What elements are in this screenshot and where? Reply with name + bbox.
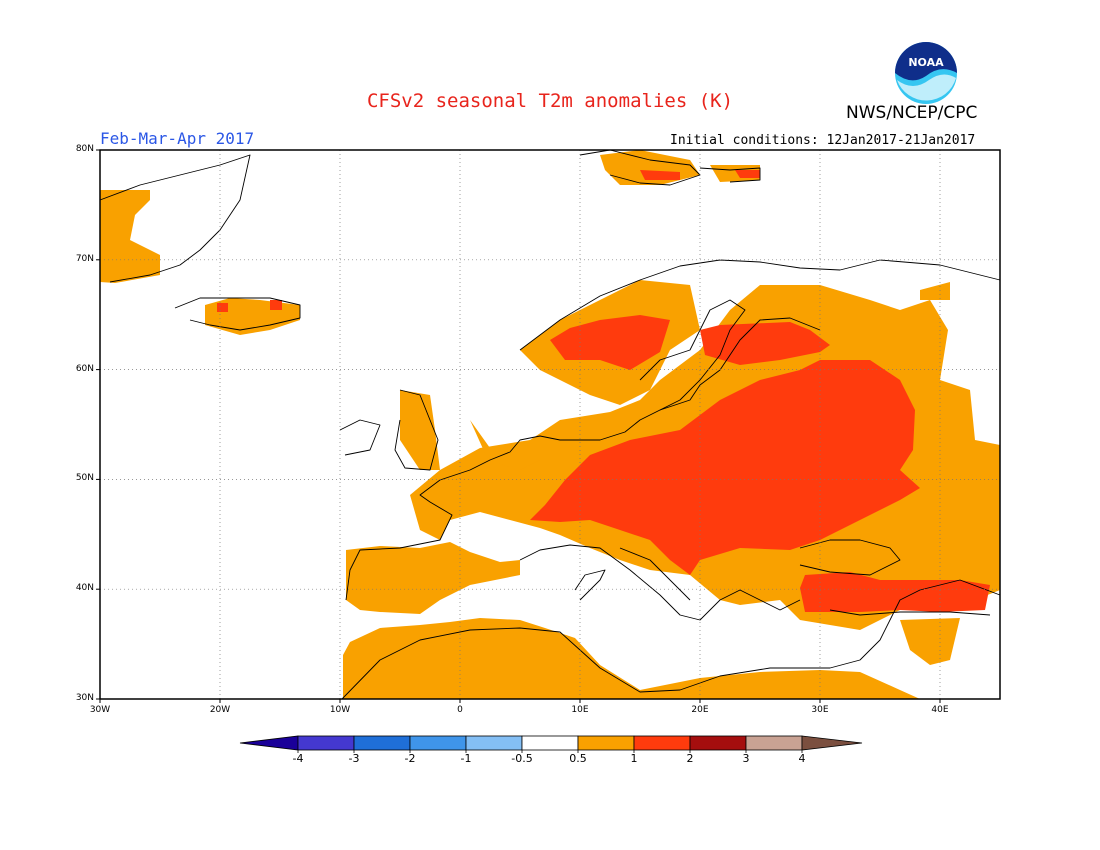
coast-svalbard bbox=[579, 149, 701, 186]
longitude-label: 30W bbox=[89, 705, 111, 715]
longitude-label: 30E bbox=[811, 705, 829, 715]
colorbar-label: -1 bbox=[460, 752, 472, 765]
latitude-label: 30N bbox=[75, 693, 94, 703]
forecast-period-label: Feb-Mar-Apr 2017 bbox=[100, 129, 255, 148]
coast-baltic bbox=[639, 299, 746, 411]
strong-anomaly-anatolia bbox=[800, 572, 990, 612]
colorbar-segment bbox=[409, 735, 467, 751]
map-frame bbox=[99, 149, 1001, 700]
longitude-label: 0 bbox=[457, 705, 463, 715]
coast-franz-josef bbox=[699, 167, 761, 183]
coast-sardinia-sicily bbox=[574, 569, 606, 601]
latitude-label: 60N bbox=[75, 363, 94, 374]
coast-britain bbox=[394, 389, 439, 471]
strong-anomaly-iceland bbox=[217, 303, 228, 312]
longitude-label: 10E bbox=[571, 705, 589, 715]
colorbar-label: 3 bbox=[742, 752, 750, 765]
colorbar-label: 1 bbox=[630, 752, 638, 765]
coast-iceland bbox=[174, 297, 301, 331]
colorbar-segment bbox=[239, 735, 299, 751]
colorbar-segment bbox=[521, 735, 579, 751]
colorbar-segment bbox=[465, 735, 523, 751]
colorbar-segment bbox=[801, 735, 863, 751]
strong-anomaly-iceland-east bbox=[270, 300, 282, 310]
coastlines bbox=[99, 149, 1001, 700]
coast-anatolia-south bbox=[829, 609, 991, 616]
anomaly-region-middle-east bbox=[900, 618, 960, 665]
noaa-logo: NOAA bbox=[895, 42, 957, 104]
colorbar-label: 2 bbox=[686, 752, 694, 765]
coast-italy bbox=[619, 547, 691, 601]
colorbar-segment bbox=[297, 735, 355, 751]
colorbar-label: -4 bbox=[292, 752, 304, 765]
strong-anomaly-norway-sweden bbox=[550, 315, 670, 370]
strong-anomaly-franz-josef bbox=[735, 170, 760, 178]
initial-conditions-label: Initial conditions: 12Jan2017-21Jan2017 bbox=[670, 133, 976, 148]
organization-label: NWS/NCEP/CPC bbox=[846, 103, 978, 123]
colorbar-segment bbox=[577, 735, 635, 751]
anomaly-region-urals-north bbox=[920, 282, 950, 300]
anomaly-region-iberia bbox=[346, 542, 520, 614]
longitude-label: 20E bbox=[691, 705, 709, 715]
colorbar-segment bbox=[633, 735, 691, 751]
coast-black-sea bbox=[799, 539, 901, 576]
coast-mediterranean-north bbox=[519, 544, 801, 621]
coast-atlantic-europe bbox=[345, 317, 821, 601]
logo-text: NOAA bbox=[908, 56, 944, 69]
latitude-label: 40N bbox=[75, 583, 94, 594]
strong-anomaly-central-east-europe bbox=[530, 360, 920, 575]
anomaly-field bbox=[100, 150, 1000, 699]
colorbar-label: -0.5 bbox=[511, 752, 533, 765]
colorbar-label: -3 bbox=[348, 752, 360, 765]
colorbar-segment bbox=[353, 735, 411, 751]
latitude-label: 80N bbox=[75, 144, 94, 154]
colorbar-label: 0.5 bbox=[569, 752, 587, 765]
anomaly-region-north-sea-coast bbox=[470, 420, 540, 470]
strong-anomaly-finland-russia bbox=[700, 322, 830, 365]
longitude-label: 40E bbox=[931, 705, 949, 715]
colorbar-label: -2 bbox=[404, 752, 416, 765]
strong-anomaly-svalbard bbox=[640, 170, 680, 180]
colorbar-segment bbox=[689, 735, 747, 751]
coast-arctic bbox=[519, 259, 1001, 351]
latitude-label: 70N bbox=[75, 253, 94, 264]
colorbar-label: 4 bbox=[798, 752, 806, 765]
longitude-label: 10W bbox=[329, 705, 351, 715]
longitude-label: 20W bbox=[209, 705, 231, 715]
chart-title: CFSv2 seasonal T2m anomalies (K) bbox=[366, 90, 734, 112]
anomaly-region-britain bbox=[400, 390, 440, 470]
coast-ireland bbox=[339, 419, 381, 456]
anomaly-region-north-africa bbox=[343, 618, 920, 699]
coast-greenland bbox=[99, 154, 251, 283]
colorbar-segment bbox=[745, 735, 803, 751]
latitude-label: 50N bbox=[75, 473, 94, 484]
